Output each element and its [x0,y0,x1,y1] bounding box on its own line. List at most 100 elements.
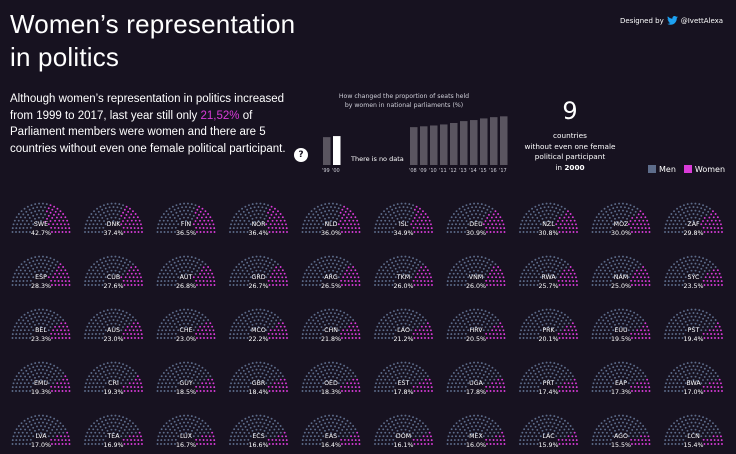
parliament-tea[interactable] [84,414,143,445]
men-seat-dot [406,326,409,329]
parliament-esp[interactable] [11,255,71,286]
parliament-lcn[interactable] [664,414,723,445]
women-seat-dot [141,284,143,286]
credit-handle[interactable]: @IvettAlexa [680,16,724,25]
men-seat-dot [451,223,454,226]
parliament-moz[interactable] [591,202,651,233]
parliament-eap[interactable] [591,361,651,392]
women-seat-dot [56,276,59,279]
women-seat-dot [68,337,71,339]
parliament-bwa[interactable] [664,361,723,392]
parliament-bel[interactable] [11,308,71,339]
men-seat-dot [53,311,56,314]
parliament-prk[interactable] [519,308,578,339]
parliament-oed[interactable] [301,361,361,392]
men-seat-dot [529,337,532,339]
men-seat-dot [46,323,48,326]
men-seat-dot [179,415,182,418]
parliament-aus[interactable] [84,308,143,339]
men-seat-dot [19,269,22,272]
men-seat-dot [412,211,415,214]
parliament-isl[interactable] [374,202,433,233]
men-seat-dot [531,375,534,378]
help-icon[interactable]: ? [294,148,308,162]
parliament-syc[interactable] [664,255,723,286]
parliament-est[interactable] [374,361,433,392]
men-seat-dot [326,312,329,315]
parliament-dom[interactable] [374,414,433,445]
parliament-lao[interactable] [374,308,433,339]
men-seat-dot [96,366,99,369]
men-seat-dot [263,376,266,379]
men-seat-dot [308,337,311,339]
parliament-eas[interactable] [301,414,361,445]
women-seat-dot [134,272,137,275]
parliament-dnk[interactable] [84,202,143,233]
parliament-ago[interactable] [591,414,651,445]
men-seat-dot [156,390,159,392]
parliament-swe[interactable] [11,202,71,233]
parliament-nld[interactable] [301,202,361,233]
men-seat-dot [330,266,332,268]
men-seat-dot [110,421,113,424]
men-seat-dot [23,366,26,369]
parliament-pst[interactable] [664,308,723,339]
parliament-ecs[interactable] [229,414,288,445]
men-seat-dot [94,425,97,428]
parliament-nzl[interactable] [519,202,578,233]
men-seat-dot [199,316,202,319]
men-seat-dot [665,382,668,385]
parliament-cri[interactable] [84,361,143,392]
parliament-lac[interactable] [519,414,578,445]
parliament-lva[interactable] [11,414,71,445]
parliament-nor[interactable] [229,202,288,233]
parliament-zaf[interactable] [664,202,723,233]
women-seat-dot [631,216,634,219]
parliament-arg[interactable] [301,255,361,286]
men-seat-dot [62,372,65,374]
parliament-emu[interactable] [11,361,71,392]
men-seat-dot [672,375,675,378]
men-seat-dot [461,258,464,261]
parliament-grd[interactable] [229,255,288,286]
women-seat-dot [123,337,126,339]
men-seat-dot [629,416,632,419]
men-seat-dot [108,259,111,262]
men-seat-dot [317,319,319,322]
parliament-uga[interactable] [446,361,506,392]
parliament-hrv[interactable] [446,308,506,339]
men-seat-dot [246,284,249,286]
parliament-gbr[interactable] [229,361,288,392]
parliament-tkm[interactable] [374,255,433,286]
men-seat-dot [44,319,46,322]
parliament-prt[interactable] [519,361,578,392]
parliament-lux[interactable] [156,414,216,445]
parliament-rwa[interactable] [519,255,578,286]
men-seat-dot [174,279,177,282]
parliament-fin[interactable] [156,202,216,233]
men-seat-dot [346,366,349,369]
parliament-che[interactable] [156,308,216,339]
men-seat-dot [164,269,167,272]
men-seat-dot [463,322,466,325]
men-seat-dot [467,207,470,210]
women-seat-dot [572,231,575,233]
parliament-euu[interactable] [591,308,651,339]
parliament-vnm[interactable] [446,255,506,286]
parliament-mex[interactable] [446,414,506,445]
parliament-guy[interactable] [156,361,216,392]
men-seat-dot [104,419,107,422]
parliament-nam[interactable] [591,255,651,286]
parliament-deu[interactable] [446,202,506,233]
parliament-chn[interactable] [301,308,361,339]
men-seat-dot [196,367,199,370]
men-seat-dot [450,284,452,286]
men-seat-dot [525,213,528,215]
men-seat-dot [20,223,22,226]
parliament-aut[interactable] [156,255,216,286]
men-seat-dot [102,279,105,282]
men-seat-dot [700,267,703,270]
parliament-cub[interactable] [84,255,143,286]
men-seat-dot [38,414,41,417]
parliament-mco[interactable] [229,308,288,339]
